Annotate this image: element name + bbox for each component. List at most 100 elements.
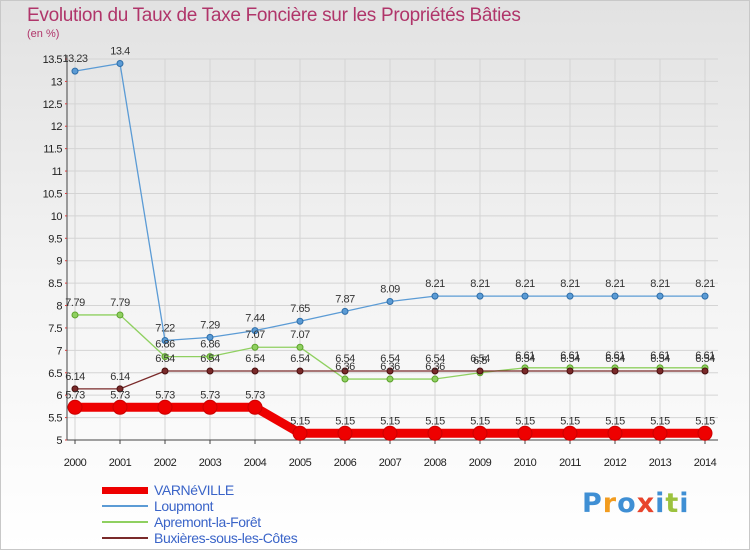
data-label: 8.21 xyxy=(650,278,670,290)
data-label: 5.15 xyxy=(425,415,445,427)
data-point xyxy=(157,399,173,415)
x-tick-label: 2007 xyxy=(379,457,402,469)
x-tick-label: 2000 xyxy=(64,457,87,469)
y-tick-mark xyxy=(65,417,67,419)
y-tick-mark xyxy=(65,305,67,307)
legend-item-loupmont[interactable]: Loupmont xyxy=(102,498,297,514)
x-tick-label: 2014 xyxy=(694,457,717,469)
y-tick-mark xyxy=(65,192,67,194)
legend-swatch xyxy=(102,537,148,539)
data-point xyxy=(562,425,578,441)
data-label: 6.54 xyxy=(155,353,175,365)
data-label: 5.15 xyxy=(515,415,535,427)
proxiti-logo[interactable]: Proxiti xyxy=(582,488,690,519)
data-point xyxy=(116,59,124,67)
data-label: 5.73 xyxy=(65,389,85,401)
data-label: 6.54 xyxy=(290,353,310,365)
y-axis-ticks: 5 5.5 6 6.5 7 7.5 8 8.5 9 9.5 10 10.5 11 11.5 12 12.5 13… xyxy=(43,54,67,447)
data-label: 6.54 xyxy=(650,353,670,365)
data-label: 6.54 xyxy=(245,353,265,365)
series-buxi-res-sous-les-c-tes xyxy=(71,367,709,393)
y-tick-mark xyxy=(65,439,67,441)
legend-item-apremont[interactable]: Apremont-la-Forêt xyxy=(102,514,297,530)
data-point xyxy=(386,297,394,305)
data-point xyxy=(161,353,169,361)
data-point xyxy=(251,367,259,375)
y-tick-label: 5 xyxy=(56,435,62,447)
data-labels: 5.73 5.73 5.73 5.73 5.73 5.15 5.15 5.15 5.15 5.15… xyxy=(62,45,715,427)
data-label: 7.07 xyxy=(245,329,265,341)
y-tick-label: 13.5 xyxy=(43,54,63,66)
y-tick-label: 12 xyxy=(51,121,63,133)
x-tick-label: 2010 xyxy=(514,457,537,469)
data-label: 6.54 xyxy=(470,353,490,365)
data-label: 7.79 xyxy=(110,297,130,309)
legend-label: Apremont-la-Forêt xyxy=(154,514,261,530)
y-tick-label: 5.5 xyxy=(48,413,62,425)
data-label: 7.87 xyxy=(335,293,355,305)
data-label: 5.15 xyxy=(380,415,400,427)
data-label: 6.61 xyxy=(605,350,625,362)
data-point xyxy=(431,292,439,300)
data-point xyxy=(607,425,623,441)
data-label: 5.73 xyxy=(245,389,265,401)
y-tick-label: 7 xyxy=(56,345,62,357)
data-point xyxy=(206,333,214,341)
data-point xyxy=(341,375,349,383)
logo-letter: i xyxy=(679,488,690,519)
data-label: 6.54 xyxy=(425,353,445,365)
data-point xyxy=(116,311,124,319)
data-label: 6.14 xyxy=(65,371,85,383)
data-point xyxy=(296,317,304,325)
data-point xyxy=(161,336,169,344)
chart-title: Evolution du Taux de Taxe Foncière sur l… xyxy=(27,5,521,26)
data-label: 6.61 xyxy=(515,350,535,362)
x-tick-label: 2009 xyxy=(469,457,492,469)
y-tick-mark xyxy=(65,327,67,329)
y-tick-mark xyxy=(65,125,67,127)
x-tick-label: 2003 xyxy=(199,457,222,469)
data-label: 7.29 xyxy=(200,319,220,331)
legend-item-buxieres[interactable]: Buxières-sous-les-Côtes xyxy=(102,530,298,546)
y-tick-mark xyxy=(65,349,67,351)
data-label: 8.21 xyxy=(560,278,580,290)
x-axis-ticks: 2000 2001 2002 2003 2004 2005 2006 2007 2008 2009… xyxy=(64,440,717,469)
data-label: 7.44 xyxy=(245,313,265,325)
data-point xyxy=(251,327,259,335)
data-label: 6.54 xyxy=(605,353,625,365)
legend-swatch xyxy=(102,521,148,523)
logo-letter: r xyxy=(602,488,618,519)
data-point xyxy=(296,343,304,351)
y-tick-mark xyxy=(65,58,67,60)
y-tick-label: 9.5 xyxy=(48,233,62,245)
y-tick-label: 8.5 xyxy=(48,278,62,290)
gridlines xyxy=(67,58,718,441)
data-label: 6.36 xyxy=(380,361,400,373)
data-point xyxy=(67,399,83,415)
data-label: 6.61 xyxy=(695,350,715,362)
legend-item-varneville[interactable]: VARNéVILLE xyxy=(102,482,297,498)
y-tick-mark xyxy=(65,215,67,217)
data-label: 6.5 xyxy=(473,355,487,367)
data-label: 5.15 xyxy=(605,415,625,427)
logo-letter: P xyxy=(582,488,603,519)
data-label: 13.4 xyxy=(110,45,130,57)
data-point xyxy=(386,375,394,383)
data-label: 6.86 xyxy=(200,339,220,351)
data-point xyxy=(116,385,124,393)
data-label: 6.54 xyxy=(200,353,220,365)
data-label: 6.36 xyxy=(335,361,355,373)
y-tick-mark xyxy=(65,148,67,150)
data-point xyxy=(337,425,353,441)
y-tick-mark xyxy=(65,237,67,239)
data-point xyxy=(206,353,214,361)
data-point xyxy=(566,367,574,375)
series-loupmont xyxy=(71,59,709,344)
data-point xyxy=(476,367,484,375)
data-label: 6.54 xyxy=(380,353,400,365)
data-label: 8.09 xyxy=(380,283,400,295)
data-point xyxy=(521,292,529,300)
data-label: 5.15 xyxy=(335,415,355,427)
x-tick-label: 2012 xyxy=(604,457,627,469)
y-tick-label: 6 xyxy=(56,390,62,402)
